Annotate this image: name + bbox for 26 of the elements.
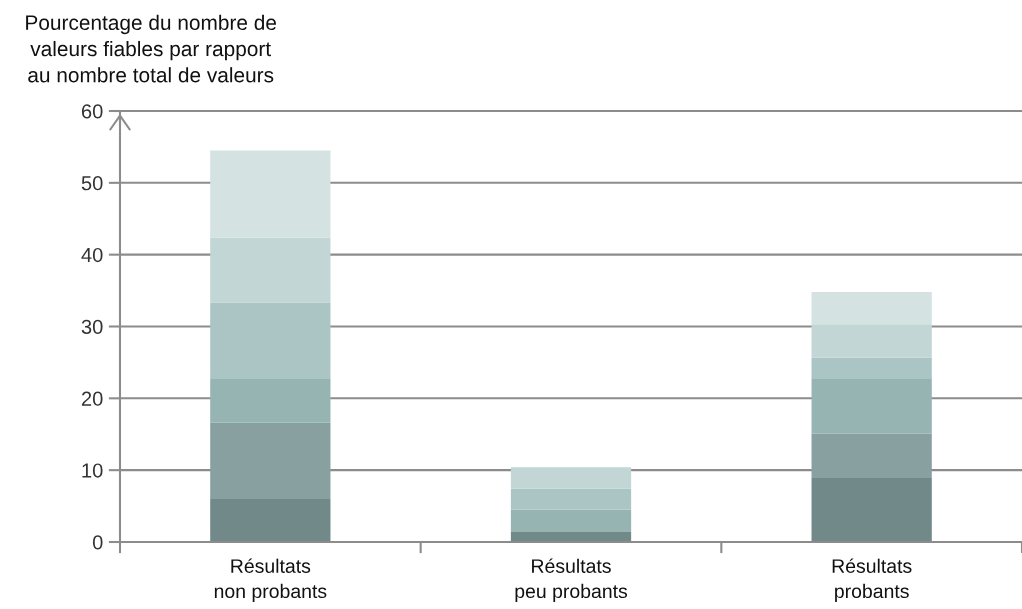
bar <box>510 488 632 510</box>
y-tick-label: 30 <box>81 319 103 334</box>
bar <box>510 467 632 489</box>
y-axis-title: Pourcentage du nombre de valeurs fiables par rapport au nombre total de valeurs <box>26 14 276 83</box>
bar <box>210 498 331 542</box>
bar <box>210 422 331 499</box>
bar <box>510 509 632 532</box>
x-tick-label: Résultats peu probants <box>515 558 628 602</box>
bar <box>811 292 932 325</box>
bar <box>811 433 932 479</box>
bar <box>210 302 331 379</box>
y-tick-label: 60 <box>81 104 103 119</box>
y-tick-label: 40 <box>81 247 103 263</box>
x-tick-label: Résultats probants <box>832 558 912 602</box>
bar <box>811 324 932 358</box>
y-tick-label: 0 <box>92 535 103 550</box>
bar <box>811 378 932 434</box>
bar <box>811 357 932 379</box>
bar <box>210 150 331 238</box>
bar <box>210 237 331 303</box>
bar <box>811 478 932 542</box>
bar <box>210 378 331 423</box>
x-tick-label: Résultats non probants <box>214 558 327 602</box>
y-tick-label: 50 <box>81 176 103 191</box>
y-tick-label: 20 <box>81 391 103 406</box>
y-tick-label: 10 <box>82 463 103 478</box>
